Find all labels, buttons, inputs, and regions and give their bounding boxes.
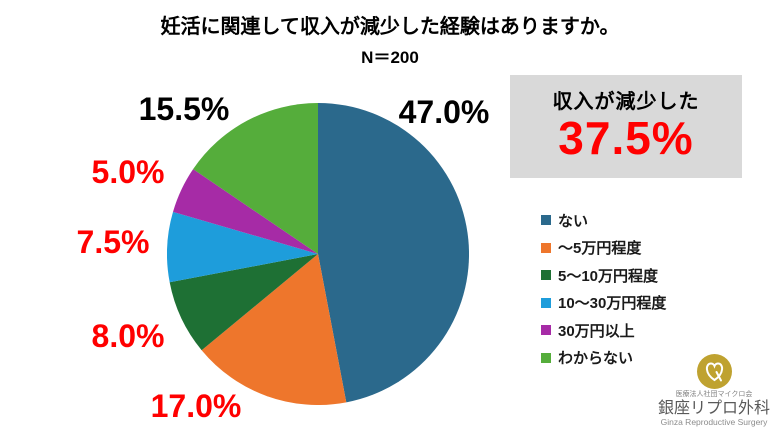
pie-data-label-2: 17.0% <box>150 388 242 424</box>
legend-item-label: ない <box>558 212 589 230</box>
pie-slice-5 <box>173 169 318 254</box>
pie-data-label-3: 8.0% <box>91 318 165 354</box>
legend-swatch-icon <box>541 297 551 308</box>
highlight-box: 収入が減少した 37.5% <box>510 75 742 178</box>
clinic-logo: 医療法人社団マイクロ会 銀座リプロ外科 Ginza Reproductive S… <box>650 354 778 428</box>
legend-item-2: ～5万円程度 <box>541 240 666 257</box>
pie-data-label-4: 7.5% <box>76 224 150 260</box>
clinic-name-label: 銀座リプロ外科 <box>657 399 770 417</box>
legend-item-label: 10～30万円程度 <box>558 295 667 312</box>
legend-item-label: わからない <box>558 350 634 367</box>
pie-slice-1 <box>318 103 469 403</box>
highlight-box-value: 37.5% <box>558 112 694 164</box>
pie-slice-3 <box>169 254 318 351</box>
chart-title: 妊活に関連して収入が減少した経験はありますか。 <box>160 16 620 38</box>
legend-swatch-icon <box>541 270 551 280</box>
pie-chart-svg <box>167 103 469 405</box>
pie-slice-6 <box>193 103 318 254</box>
pie-slice-4 <box>167 211 318 283</box>
legend-item-6: わからない <box>541 350 666 367</box>
sample-size-label: N＝200 <box>361 48 419 67</box>
legend-item-4: 10～30万円程度 <box>541 295 667 312</box>
pie-data-label-5: 5.0% <box>91 154 165 190</box>
legend-item-5: 30万円以上 <box>541 322 666 340</box>
legend-item-3: 5～10万円程度 <box>541 267 666 285</box>
legend-item-1: ない <box>541 212 666 230</box>
clinic-association-label: 医療法人社団マイクロ会 <box>675 391 753 398</box>
highlight-box-label: 収入が減少した <box>552 91 700 113</box>
legend-swatch-icon <box>541 242 551 253</box>
legend-swatch-icon <box>541 215 551 225</box>
pie-slice-2 <box>201 254 347 405</box>
legend-item-label: 5～10万円程度 <box>558 267 659 285</box>
pie-chart <box>167 103 469 405</box>
legend-swatch-icon <box>541 325 551 335</box>
legend-swatch-icon <box>541 352 551 363</box>
pie-data-label-1: 47.0% <box>398 94 490 130</box>
legend: ない ～5万円程度 5～10万円程度 10～30万円程度 30万円以上 わからない <box>541 212 667 367</box>
legend-item-label: 30万円以上 <box>558 322 635 340</box>
legend-item-label: ～5万円程度 <box>558 240 642 257</box>
pie-data-label-6: 15.5% <box>138 91 230 127</box>
heart-logo-icon <box>696 354 732 389</box>
clinic-name-english-label: Ginza Reproductive Surgery <box>660 417 768 428</box>
